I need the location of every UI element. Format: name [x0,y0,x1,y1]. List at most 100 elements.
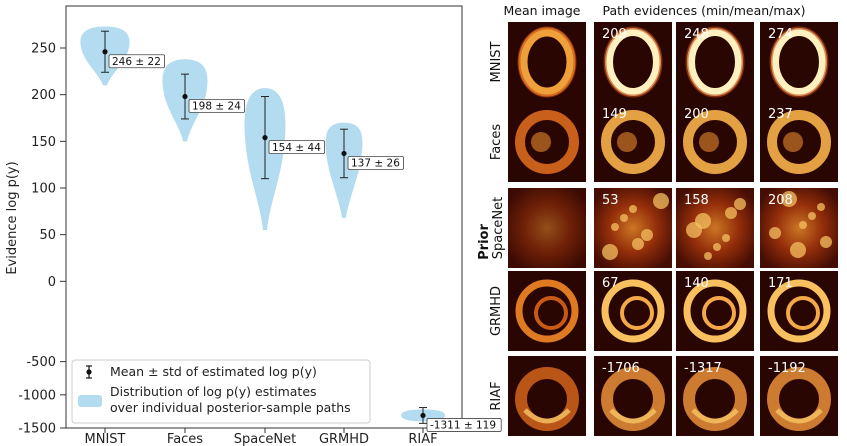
y-tick-label: 250 [31,42,56,57]
path-evidence-value: 53 [602,193,619,208]
path-evidence-value: -1706 [602,361,640,376]
annotation-label: 246 ± 22 [112,56,161,68]
path-image-mnist: 209 [594,22,672,102]
path-image-grmhd: 67 [594,271,672,351]
ring [771,28,827,96]
ring [683,279,747,343]
mean-point [262,135,268,141]
ring [605,28,661,96]
noise-blob [820,236,832,248]
mean-image-grmhd [508,271,586,351]
y-axis: 250 200 150 100 50 0 -500 -1000 -1500 [18,42,66,437]
ring [601,110,665,174]
annotation-label: 154 ± 44 [272,142,321,154]
noise-blob [602,244,618,260]
path-evidence-value: 140 [684,276,709,291]
legend-dist-label-line2: over individual posterior-sample paths [110,400,351,415]
noise-blob [641,229,653,241]
path-image-riaf: -1317 [676,356,754,436]
mean-point [420,412,426,419]
noise-blob [632,238,644,250]
y-tick-label: -1000 [18,388,56,403]
noise-blob [722,234,730,242]
annotation: 246 ± 22 [108,54,165,69]
path-evidence-value: 274 [768,27,793,42]
y-tick-label: -500 [26,355,56,370]
path-image-mnist: 274 [760,22,838,102]
noise-blob [808,212,816,220]
x-tick-label: GRMHD [319,432,369,446]
y-tick-label: 200 [31,88,56,103]
y-tick-label: 150 [31,135,56,150]
ring [601,279,665,343]
annotation: 198 ± 24 [188,99,245,113]
noise-blob [781,191,797,207]
annotation-box [347,156,404,170]
legend-box [71,359,371,424]
image-grid: MNIST 209 248 274 Faces 149 200 237 SpaceNet 53 15… [489,22,838,436]
path-evidence-value: 208 [768,193,793,208]
path-image-riaf: -1192 [760,356,838,436]
mean-image-faces [508,102,586,182]
x-tick-label: Faces [167,432,203,446]
ring [767,367,831,431]
path-image-faces: 237 [760,102,838,182]
path-evidence-value: 248 [684,27,709,42]
inner-blob [699,132,719,152]
noise-blob [695,213,711,229]
ring [515,279,579,343]
noise-blob [629,205,637,213]
prior-label: Prior [477,224,492,260]
y-tick-label: 0 [48,275,56,290]
ring-glow [517,26,577,98]
annotation-box [188,99,245,113]
noise-blob [620,214,628,222]
bright-arc [691,408,739,424]
path-image-faces: 149 [594,102,672,182]
mean-image-riaf [508,356,586,436]
path-image-grmhd: 171 [760,271,838,351]
noise-blob [769,227,781,239]
row-label-riaf: RIAF [489,381,504,410]
legend-mean-marker [86,369,92,375]
annotation: 154 ± 44 [268,140,325,155]
path-evidence-value: 67 [602,276,619,291]
legend-violin-swatch [78,395,102,407]
annotation-label: 137 ± 26 [351,158,400,170]
path-evidence-value: -1317 [684,361,722,376]
noise-blob [790,242,806,258]
path-image-riaf: -1706 [594,356,672,436]
y-tick-label: -1500 [18,422,56,437]
inner-blob [617,132,637,152]
ring [767,279,831,343]
bright-arc [609,408,657,424]
ring [515,367,579,431]
path-image-spacenet: 208 [760,188,838,268]
ring [518,27,576,97]
mean-image-spacenet [508,188,586,268]
ring [767,110,831,174]
y-axis-label: Evidence log p(y) [5,161,20,274]
row-label-grmhd: GRMHD [489,286,504,336]
path-evidence-value: 209 [602,27,627,42]
error-bars [101,30,427,424]
path-image-spacenet: 53 [594,188,672,268]
x-axis: MNIST Faces SpaceNet GRMHD RIAF [85,428,438,446]
ring [601,367,665,431]
path-image-grmhd: 140 [676,271,754,351]
noise-blob [704,252,712,260]
x-tick-label: RIAF [408,432,437,446]
inner-blob [783,132,803,152]
y-tick-label: 50 [39,228,56,243]
noise-blob [713,243,721,251]
row-label-spacenet: SpaceNet [491,197,506,259]
header-mean-image: Mean image [504,3,581,18]
mean-point [182,93,188,100]
annotation-label: -1311 ± 119 [430,420,496,432]
path-evidence-value: 149 [602,107,627,122]
annotation-label: 198 ± 24 [192,101,241,113]
noise-field [508,188,586,268]
noise-blob [611,223,619,231]
mean-image-mnist [508,22,586,102]
path-image-mnist: 248 [676,22,754,102]
